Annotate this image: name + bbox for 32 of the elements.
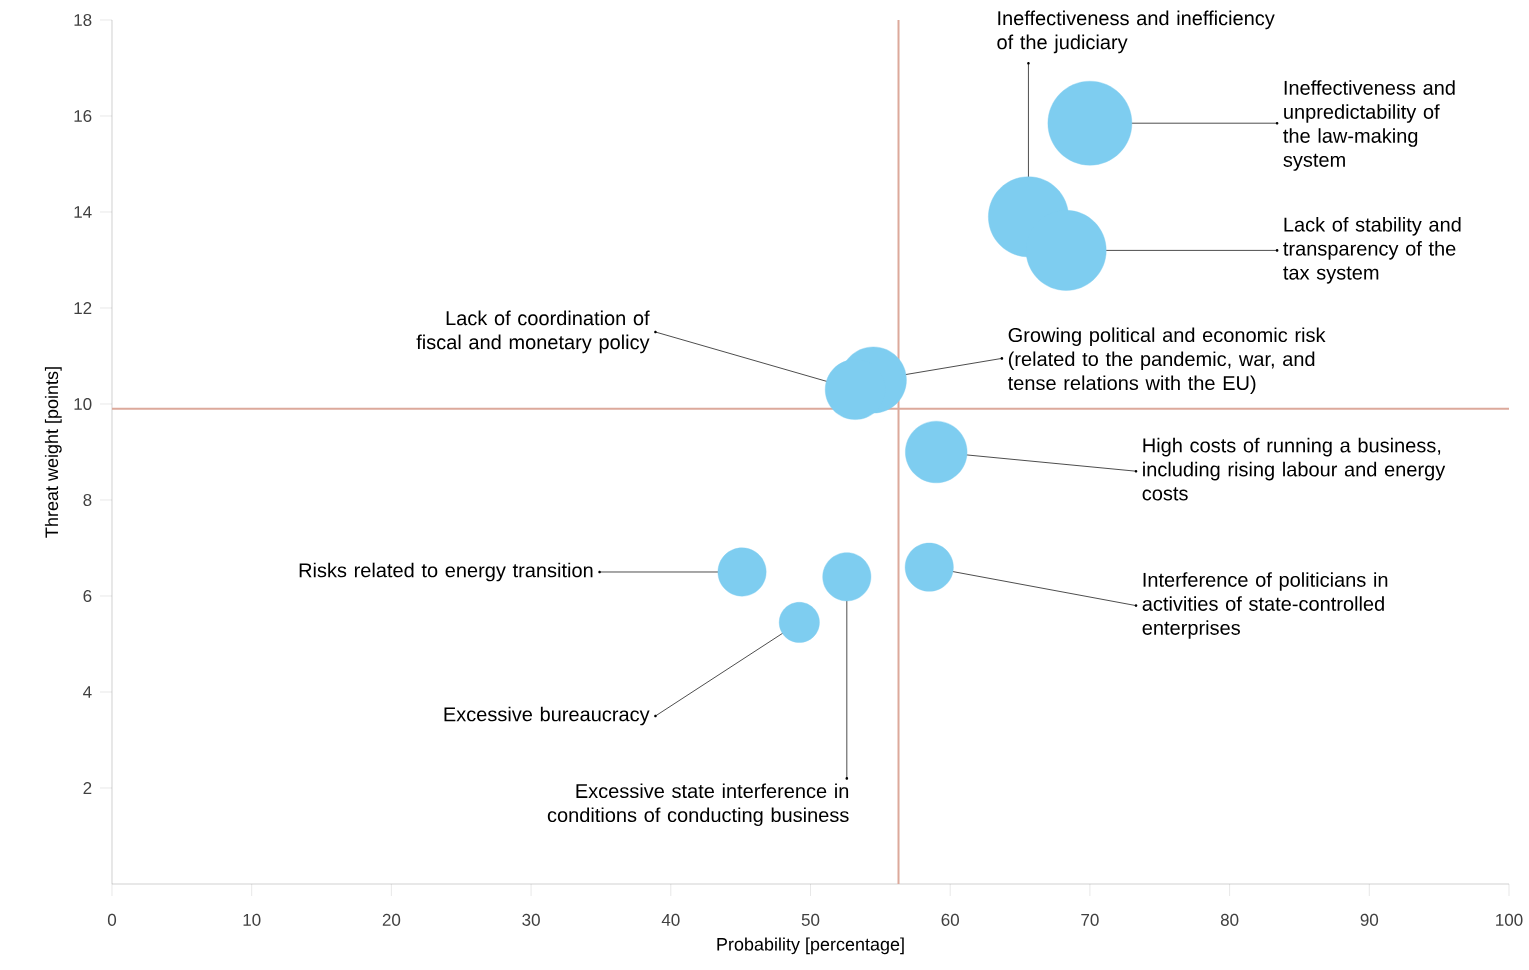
y-axis-title: Threat weight [points] xyxy=(44,367,62,538)
annotation: Interference of politicians in activities of state-controlled enterprises xyxy=(1142,572,1388,639)
y-tick-label: 18 xyxy=(74,13,92,27)
annotation: Lack of coordination of fiscal and monetary policy xyxy=(416,310,650,354)
annotation: Excessive state interference in conditions of conducting business xyxy=(547,783,849,827)
x-tick-label: 60 xyxy=(941,913,959,926)
x-tick-label: 0 xyxy=(107,913,117,926)
x-tick-label: 90 xyxy=(1360,913,1379,926)
x-tick-label: 10 xyxy=(243,913,261,926)
x-tick-label: 80 xyxy=(1220,913,1239,926)
x-tick-label: 70 xyxy=(1081,913,1099,926)
x-tick-label: 20 xyxy=(382,913,401,926)
annotation: Ineffectiveness and inefficiency of the judiciary xyxy=(997,10,1275,54)
y-tick-label: 14 xyxy=(74,206,92,218)
annotation: High costs of running a business, including rising labour and energy costs xyxy=(1142,437,1446,501)
y-tick-label: 8 xyxy=(83,493,92,507)
annotation: Lack of stability and transparency of the tax system xyxy=(1283,217,1461,284)
annotation: Ineffectiveness and unpredictability of the law-making system xyxy=(1283,80,1455,171)
x-axis-title: Probability [percentage] xyxy=(717,937,904,955)
annotation: Excessive bureaucracy xyxy=(444,706,650,726)
x-tick-label: 40 xyxy=(661,913,680,926)
annotation: Growing political and economic risk (related to the pandemic, war, and tense relations with the EU) xyxy=(1007,327,1326,395)
y-tick-label: 12 xyxy=(74,302,92,314)
x-tick-label: 50 xyxy=(801,913,820,926)
y-tick-label: 10 xyxy=(74,397,92,411)
annotation: Risks related to energy transition xyxy=(299,562,593,582)
y-tick-label: 4 xyxy=(83,686,92,698)
x-tick-label: 30 xyxy=(522,913,540,926)
y-tick-label: 6 xyxy=(83,589,92,603)
x-tick-label: 100 xyxy=(1496,913,1523,926)
y-tick-label: 16 xyxy=(74,109,92,123)
y-tick-label: 2 xyxy=(83,782,92,794)
